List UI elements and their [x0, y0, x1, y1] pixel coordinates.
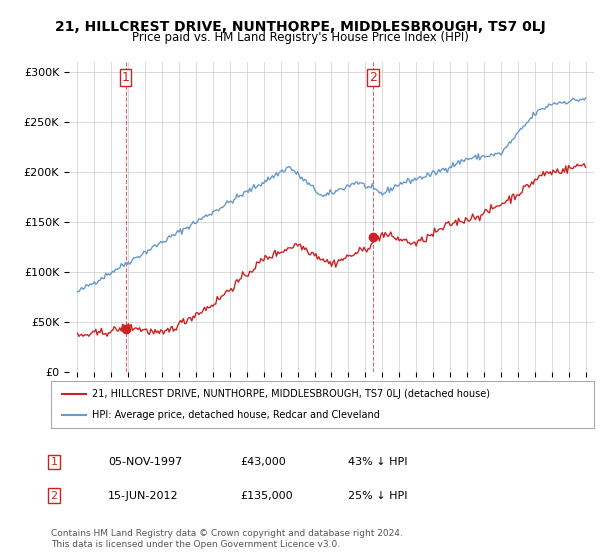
Text: 05-NOV-1997: 05-NOV-1997 [108, 457, 182, 467]
Text: HPI: Average price, detached house, Redcar and Cleveland: HPI: Average price, detached house, Redc… [92, 410, 380, 420]
Text: £43,000: £43,000 [240, 457, 286, 467]
Text: 2: 2 [369, 71, 377, 84]
Text: £135,000: £135,000 [240, 491, 293, 501]
Text: 21, HILLCREST DRIVE, NUNTHORPE, MIDDLESBROUGH, TS7 0LJ (detached house): 21, HILLCREST DRIVE, NUNTHORPE, MIDDLESB… [92, 389, 490, 399]
Text: 1: 1 [122, 71, 130, 84]
Text: 1: 1 [50, 457, 58, 467]
Text: 15-JUN-2012: 15-JUN-2012 [108, 491, 179, 501]
Text: 21, HILLCREST DRIVE, NUNTHORPE, MIDDLESBROUGH, TS7 0LJ: 21, HILLCREST DRIVE, NUNTHORPE, MIDDLESB… [55, 20, 545, 34]
Text: 2: 2 [50, 491, 58, 501]
Text: Contains HM Land Registry data © Crown copyright and database right 2024.
This d: Contains HM Land Registry data © Crown c… [51, 529, 403, 549]
Text: Price paid vs. HM Land Registry's House Price Index (HPI): Price paid vs. HM Land Registry's House … [131, 31, 469, 44]
Text: 43% ↓ HPI: 43% ↓ HPI [348, 457, 407, 467]
Text: 25% ↓ HPI: 25% ↓ HPI [348, 491, 407, 501]
